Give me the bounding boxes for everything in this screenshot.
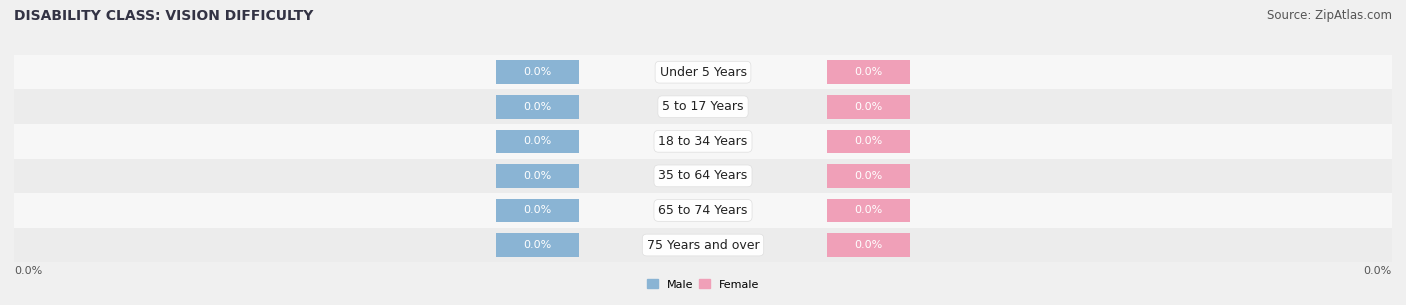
- Text: 0.0%: 0.0%: [855, 67, 883, 77]
- Text: Under 5 Years: Under 5 Years: [659, 66, 747, 79]
- Text: 0.0%: 0.0%: [523, 171, 551, 181]
- Text: 0.0%: 0.0%: [523, 240, 551, 250]
- Bar: [496, 164, 579, 188]
- Bar: [827, 95, 910, 119]
- Text: 0.0%: 0.0%: [523, 67, 551, 77]
- Text: 65 to 74 Years: 65 to 74 Years: [658, 204, 748, 217]
- Legend: Male, Female: Male, Female: [643, 275, 763, 294]
- Text: 18 to 34 Years: 18 to 34 Years: [658, 135, 748, 148]
- Bar: [827, 164, 910, 188]
- Text: 5 to 17 Years: 5 to 17 Years: [662, 100, 744, 113]
- Text: Source: ZipAtlas.com: Source: ZipAtlas.com: [1267, 9, 1392, 22]
- Text: 0.0%: 0.0%: [1364, 267, 1392, 276]
- Text: 75 Years and over: 75 Years and over: [647, 239, 759, 252]
- Text: 0.0%: 0.0%: [855, 206, 883, 215]
- Bar: [14, 159, 1392, 193]
- Bar: [827, 233, 910, 257]
- Bar: [827, 60, 910, 84]
- Text: 0.0%: 0.0%: [523, 136, 551, 146]
- Bar: [827, 130, 910, 153]
- Text: DISABILITY CLASS: VISION DIFFICULTY: DISABILITY CLASS: VISION DIFFICULTY: [14, 9, 314, 23]
- Text: 0.0%: 0.0%: [855, 136, 883, 146]
- Text: 0.0%: 0.0%: [523, 206, 551, 215]
- Bar: [827, 199, 910, 222]
- Bar: [496, 233, 579, 257]
- Bar: [14, 193, 1392, 228]
- Bar: [496, 130, 579, 153]
- Bar: [496, 95, 579, 119]
- Text: 0.0%: 0.0%: [14, 267, 42, 276]
- Bar: [496, 199, 579, 222]
- Text: 35 to 64 Years: 35 to 64 Years: [658, 169, 748, 182]
- Bar: [14, 89, 1392, 124]
- Text: 0.0%: 0.0%: [855, 171, 883, 181]
- Bar: [496, 60, 579, 84]
- Bar: [14, 55, 1392, 89]
- Text: 0.0%: 0.0%: [855, 102, 883, 112]
- Text: 0.0%: 0.0%: [855, 240, 883, 250]
- Bar: [14, 228, 1392, 262]
- Bar: [14, 124, 1392, 159]
- Text: 0.0%: 0.0%: [523, 102, 551, 112]
